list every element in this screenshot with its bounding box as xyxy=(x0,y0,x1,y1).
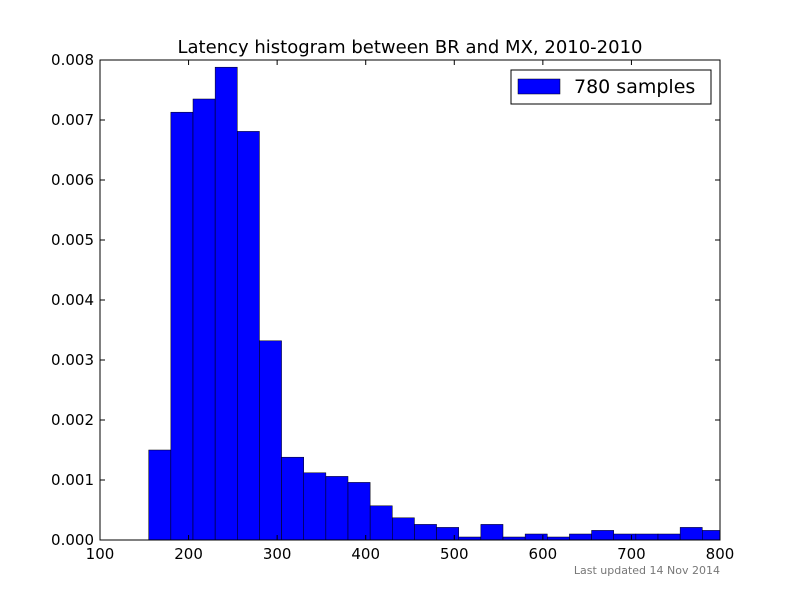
histogram-bar xyxy=(436,527,459,541)
histogram-bar xyxy=(214,66,238,541)
histogram-bar xyxy=(392,517,415,541)
y-tick-label: 0.000 xyxy=(51,531,94,549)
y-tick-label: 0.003 xyxy=(51,351,94,369)
y-axis: 0.000 0.001 0.002 0.003 0.004 0.005 0.006 0.007… xyxy=(51,51,720,549)
legend: 780 samples xyxy=(510,69,712,105)
histogram-bar xyxy=(303,472,327,541)
x-tick-label: 100 xyxy=(86,545,115,563)
histogram-bar xyxy=(148,449,172,541)
y-tick-label: 0.001 xyxy=(51,471,94,489)
histogram-bar xyxy=(414,524,437,541)
histogram-bar xyxy=(369,505,393,541)
histogram-bar xyxy=(679,527,703,541)
x-tick-label: 200 xyxy=(174,545,203,563)
x-tick-label: 500 xyxy=(440,545,469,563)
histogram-bar xyxy=(702,530,721,541)
legend-swatch xyxy=(517,78,561,95)
histogram-bar xyxy=(237,131,260,541)
x-axis: 100 200 300 400 500 600 700 800 xyxy=(86,60,735,563)
histogram-bar xyxy=(170,111,194,541)
histogram-bar xyxy=(325,476,349,541)
histogram-bar xyxy=(281,456,304,541)
y-tick-label: 0.008 xyxy=(51,51,94,69)
y-tick-label: 0.006 xyxy=(51,171,94,189)
last-updated-text: Last updated 14 Nov 2014 xyxy=(574,564,720,577)
histogram-bar xyxy=(480,524,504,541)
histogram-bar xyxy=(613,533,637,541)
legend-label: 780 samples xyxy=(574,76,695,98)
x-tick-label: 300 xyxy=(263,545,292,563)
histogram-bar xyxy=(347,482,371,541)
histogram-bar xyxy=(259,340,282,541)
chart-title: Latency histogram between BR and MX, 201… xyxy=(178,37,643,58)
y-tick-label: 0.004 xyxy=(51,291,94,309)
histogram-bar xyxy=(569,533,592,541)
histogram-bar xyxy=(657,533,681,541)
y-tick-label: 0.007 xyxy=(51,111,94,129)
y-tick-label: 0.005 xyxy=(51,231,94,249)
x-tick-label: 400 xyxy=(351,545,380,563)
histogram-bar xyxy=(524,533,548,541)
histogram-bar xyxy=(591,530,614,541)
histogram-bar xyxy=(635,533,659,541)
y-tick-label: 0.002 xyxy=(51,411,94,429)
x-tick-label: 600 xyxy=(529,545,558,563)
histogram-bars xyxy=(148,66,721,541)
x-tick-label: 700 xyxy=(617,545,646,563)
x-tick-label: 800 xyxy=(706,545,735,563)
histogram-bar xyxy=(192,98,216,541)
